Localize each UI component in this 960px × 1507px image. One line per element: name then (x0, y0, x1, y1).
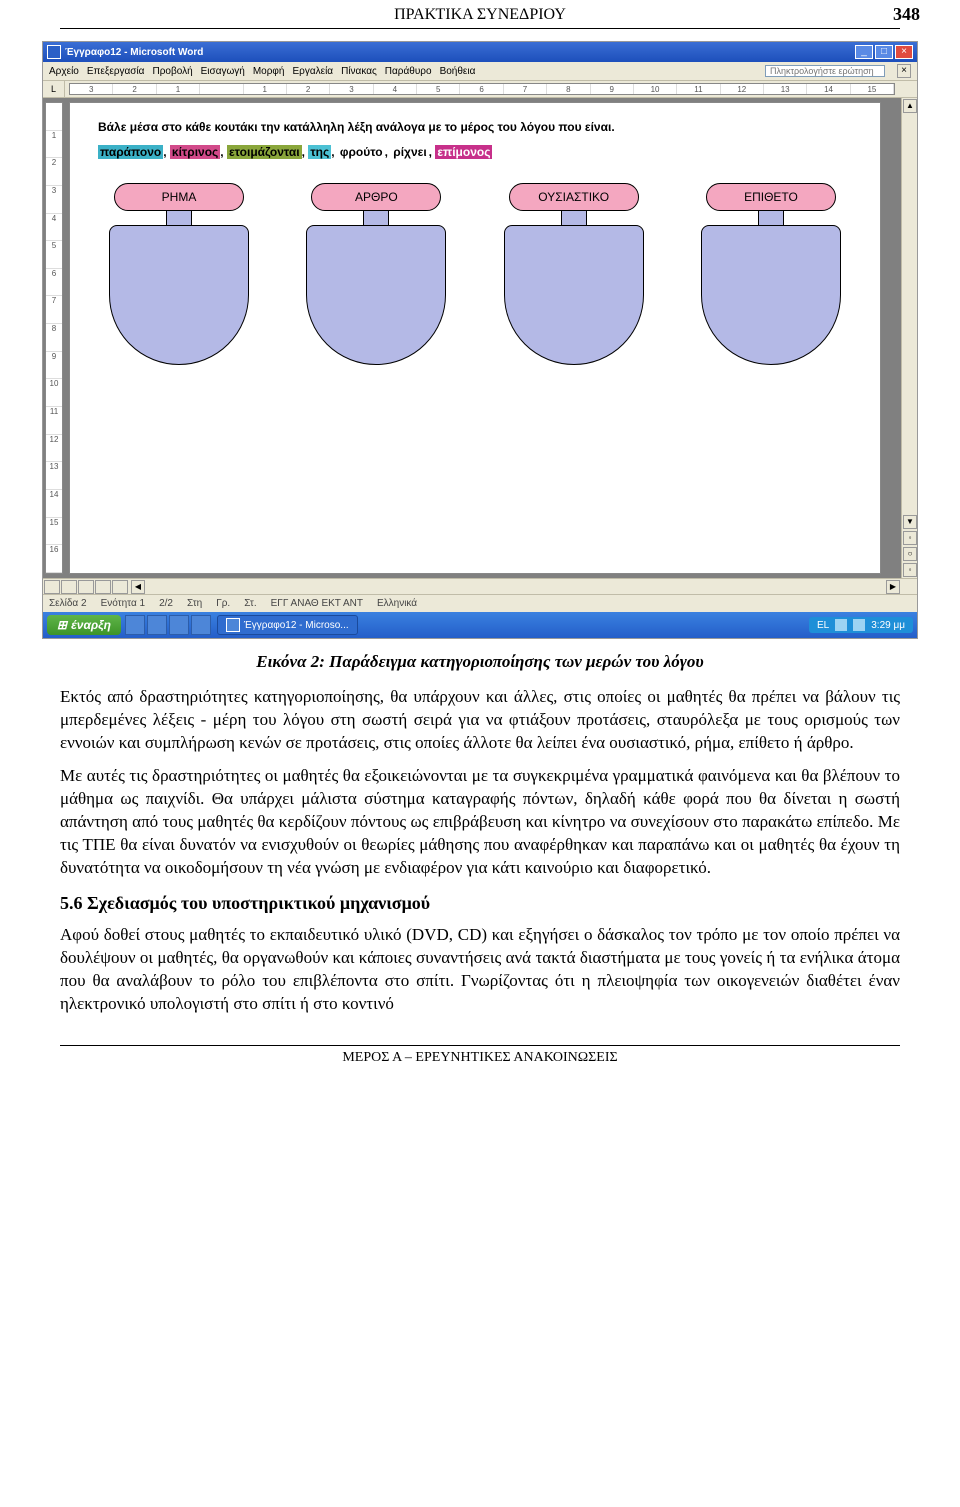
word-item[interactable]: ετοιμάζονται (227, 145, 302, 159)
page-footer: ΜΕΡΟΣ Α – ΕΡΕΥΝΗΤΙΚΕΣ ΑΝΑΚΟΙΝΩΣΕΙΣ (60, 1045, 900, 1078)
category-label: ΑΡΘΡΟ (311, 183, 441, 211)
category-shape[interactable]: ΟΥΣΙΑΣΤΙΚΟ (499, 183, 649, 365)
help-search-input[interactable] (765, 65, 885, 77)
quicklaunch-icon[interactable] (191, 615, 211, 635)
tray-clock: 3:29 μμ (871, 620, 905, 631)
category-container[interactable] (306, 225, 446, 365)
menu-format[interactable]: Μορφή (253, 66, 285, 77)
start-button[interactable]: ⊞ έναρξη (47, 615, 121, 635)
document-page[interactable]: Βάλε μέσα στο κάθε κουτάκι την κατάλληλη… (69, 102, 881, 574)
menubar: Αρχείο Επεξεργασία Προβολή Εισαγωγή Μορφ… (43, 62, 917, 81)
status-section: Ενότητα 1 (101, 598, 146, 609)
window-titlebar: Έγγραφο12 - Microsoft Word _ □ × (43, 42, 917, 62)
close-button[interactable]: × (895, 45, 913, 59)
section-heading: 5.6 Σχεδιασμός του υποστηρικτικού μηχανι… (60, 891, 900, 915)
quicklaunch-icon[interactable] (169, 615, 189, 635)
word-icon (47, 45, 61, 59)
vertical-ruler[interactable]: 1 2 3 4 5 6 7 8 9 10 11 12 13 14 15 16 (45, 102, 63, 574)
word-icon (226, 618, 240, 632)
word-item[interactable]: παράπονο (98, 145, 163, 159)
word-item[interactable]: φρούτο (338, 145, 385, 159)
category-shapes-row: ΡΗΜΑ ΑΡΘΡΟ ΟΥΣΙΑΣΤΙΚΟ (98, 183, 852, 365)
horizontal-scrollbar[interactable]: ◀ ▶ (130, 579, 901, 594)
document-workarea: 1 2 3 4 5 6 7 8 9 10 11 12 13 14 15 16 Β… (43, 98, 917, 578)
window-buttons: _ □ × (855, 45, 913, 59)
print-view-button[interactable] (78, 580, 94, 594)
menu-help[interactable]: Βοήθεια (440, 66, 476, 77)
paragraph: Αφού δοθεί στους μαθητές το εκπαιδευτικό… (60, 924, 900, 1016)
tray-icon[interactable] (835, 619, 847, 631)
tray-lang[interactable]: EL (817, 620, 829, 631)
status-at: Στη (187, 598, 202, 609)
category-label: ΡΗΜΑ (114, 183, 244, 211)
quicklaunch (125, 615, 211, 635)
horizontal-ruler[interactable]: 3 2 1 1 2 3 4 5 6 7 8 9 10 11 12 13 14 1… (69, 83, 895, 95)
status-line: Γρ. (216, 598, 230, 609)
instruction-text: Βάλε μέσα στο κάθε κουτάκι την κατάλληλη… (98, 119, 852, 135)
reading-view-button[interactable] (112, 580, 128, 594)
window-title: Έγγραφο12 - Microsoft Word (65, 47, 855, 58)
scroll-down-icon[interactable]: ▼ (903, 515, 917, 529)
menu-window[interactable]: Παράθυρο (385, 66, 432, 77)
menu-file[interactable]: Αρχείο (49, 66, 79, 77)
ruler-corner: L (43, 81, 65, 97)
maximize-button[interactable]: □ (875, 45, 893, 59)
minimize-button[interactable]: _ (855, 45, 873, 59)
category-label: ΕΠΙΘΕΤΟ (706, 183, 836, 211)
scroll-right-icon[interactable]: ▶ (886, 580, 900, 594)
page-number: 348 (893, 4, 920, 25)
category-label: ΟΥΣΙΑΣΤΙΚΟ (509, 183, 639, 211)
document-body-text: Εικόνα 2: Παράδειγμα κατηγοριοποίησης τω… (60, 651, 900, 1015)
menu-table[interactable]: Πίνακας (341, 66, 377, 77)
word-item[interactable]: ρίχνει (391, 145, 428, 159)
windows-flag-icon: ⊞ (57, 618, 67, 632)
header-title: ΠΡΑΚΤΙΚΑ ΣΥΝΕΔΡΙΟΥ (394, 6, 566, 23)
figure-caption: Εικόνα 2: Παράδειγμα κατηγοριοποίησης τω… (60, 651, 900, 674)
status-pages: 2/2 (159, 598, 173, 609)
word-item[interactable]: κίτρινος (170, 145, 220, 159)
horizontal-scroll-row: ◀ ▶ (43, 578, 917, 594)
word-list: παράπονο, κίτρινος, ετοιμάζονται, της, φ… (98, 145, 852, 159)
quicklaunch-icon[interactable] (147, 615, 167, 635)
windows-taskbar: ⊞ έναρξη Έγγραφο12 - Microso... EL 3:29 … (43, 612, 917, 638)
menu-tools[interactable]: Εργαλεία (292, 66, 333, 77)
word-item[interactable]: επίμονος (435, 145, 492, 159)
menu-edit[interactable]: Επεξεργασία (87, 66, 145, 77)
document-close-button[interactable]: × (897, 64, 911, 78)
menu-insert[interactable]: Εισαγωγή (201, 66, 245, 77)
status-modes: ΕΓΓ ΑΝΑΘ ΕΚΤ ΑΝΤ (271, 598, 363, 609)
category-shape[interactable]: ΕΠΙΘΕΤΟ (696, 183, 846, 365)
status-page: Σελίδα 2 (49, 598, 87, 609)
vertical-scrollbar[interactable]: ▲ ▼ ◦ ○ ◦ (901, 98, 917, 578)
ruler-row: L 3 2 1 1 2 3 4 5 6 7 8 9 10 11 12 13 14 (43, 81, 917, 98)
paragraph: Εκτός από δραστηριότητες κατηγοριοποίηση… (60, 686, 900, 755)
taskbar-task[interactable]: Έγγραφο12 - Microso... (217, 615, 358, 635)
quicklaunch-icon[interactable] (125, 615, 145, 635)
scroll-left-icon[interactable]: ◀ (131, 580, 145, 594)
category-container[interactable] (701, 225, 841, 365)
tray-icon[interactable] (853, 619, 865, 631)
scroll-up-icon[interactable]: ▲ (903, 99, 917, 113)
view-buttons (43, 579, 130, 594)
paragraph: Με αυτές τις δραστηριότητες οι μαθητές θ… (60, 765, 900, 880)
system-tray: EL 3:29 μμ (809, 617, 913, 633)
normal-view-button[interactable] (44, 580, 60, 594)
web-view-button[interactable] (61, 580, 77, 594)
browse-object-icon[interactable]: ○ (903, 547, 917, 561)
next-page-icon[interactable]: ◦ (903, 563, 917, 577)
word-item[interactable]: της (308, 145, 331, 159)
category-container[interactable] (109, 225, 249, 365)
outline-view-button[interactable] (95, 580, 111, 594)
word-window: Έγγραφο12 - Microsoft Word _ □ × Αρχείο … (43, 42, 917, 638)
menu-view[interactable]: Προβολή (152, 66, 192, 77)
category-shape[interactable]: ΑΡΘΡΟ (301, 183, 451, 365)
category-shape[interactable]: ΡΗΜΑ (104, 183, 254, 365)
status-col: Στ. (244, 598, 256, 609)
category-container[interactable] (504, 225, 644, 365)
embedded-screenshot: Έγγραφο12 - Microsoft Word _ □ × Αρχείο … (42, 41, 918, 639)
prev-page-icon[interactable]: ◦ (903, 531, 917, 545)
status-lang: Ελληνικά (377, 598, 417, 609)
page-header: ΠΡΑΚΤΙΚΑ ΣΥΝΕΔΡΙΟΥ 348 (60, 0, 900, 29)
statusbar: Σελίδα 2 Ενότητα 1 2/2 Στη Γρ. Στ. ΕΓΓ Α… (43, 594, 917, 612)
